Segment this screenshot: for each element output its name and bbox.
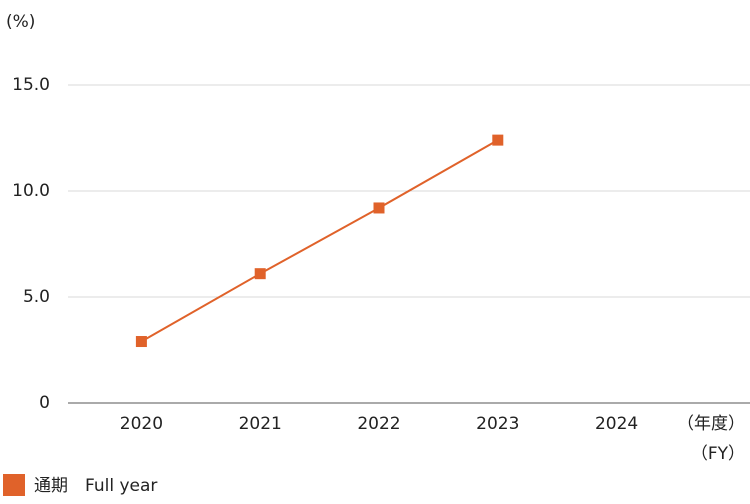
y-tick-label: 0 — [39, 393, 50, 413]
y-tick-label: 5.0 — [23, 287, 50, 307]
marker — [135, 336, 147, 348]
x-axis-label-en: （FY） — [691, 444, 745, 464]
marker — [492, 134, 504, 146]
legend: 通期 Full year — [3, 474, 157, 496]
x-tick-label: 2021 — [239, 414, 282, 434]
x-tick-label: 2022 — [357, 414, 400, 434]
x-tick-label: 2023 — [476, 414, 519, 434]
x-tick-label: 2024 — [595, 414, 638, 434]
y-tick-label: 15.0 — [12, 75, 50, 95]
x-axis-label: （年度） — [677, 414, 745, 434]
x-tick-label: 2020 — [120, 414, 163, 434]
line — [140, 139, 499, 343]
marker — [373, 202, 385, 214]
y-tick-label: 10.0 — [12, 181, 50, 201]
legend-swatch — [3, 474, 25, 496]
legend-label: 通期 Full year — [34, 476, 157, 496]
marker — [254, 268, 266, 280]
unit-label: (%) — [6, 12, 35, 32]
